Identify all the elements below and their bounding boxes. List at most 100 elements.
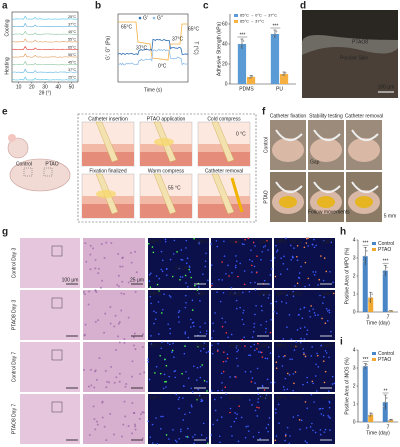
he-image <box>20 342 80 392</box>
cell <box>329 270 331 273</box>
positive-cell <box>258 407 260 409</box>
nucleus <box>123 293 126 296</box>
cell <box>184 332 187 335</box>
site <box>23 167 33 177</box>
positive-cell <box>186 436 189 438</box>
positive-cell <box>263 389 266 391</box>
cell <box>280 300 283 303</box>
cell <box>285 237 287 240</box>
cell <box>313 312 316 314</box>
bar <box>246 77 256 84</box>
positive-cell <box>191 309 194 311</box>
cell <box>260 305 263 307</box>
cell <box>221 317 224 320</box>
cell <box>328 416 331 418</box>
positive-cell <box>303 353 305 356</box>
positive-cell <box>294 345 297 348</box>
cell <box>242 309 245 312</box>
cell <box>244 370 247 373</box>
positive-cell <box>184 274 187 277</box>
cell <box>268 346 270 348</box>
positive-cell <box>298 419 301 421</box>
legend-label: 65°C → 0°C → 37°C <box>240 13 277 18</box>
stain-label: MPO <box>150 239 162 245</box>
cell <box>254 382 256 384</box>
cell <box>312 271 314 273</box>
photo-label: PTAO8 <box>352 39 368 45</box>
nucleus <box>123 338 126 341</box>
cell <box>315 244 317 247</box>
cell <box>178 267 181 270</box>
cell <box>197 286 200 288</box>
stain-label: DAPI <box>321 395 333 401</box>
cell <box>299 308 302 310</box>
nucleus <box>124 415 127 418</box>
cell <box>160 268 163 271</box>
positive-cell <box>159 354 161 357</box>
cell <box>194 433 196 436</box>
cell <box>210 434 213 436</box>
fluor-image <box>211 238 272 288</box>
temperature-line <box>118 21 188 61</box>
cell <box>151 442 154 444</box>
cell <box>227 336 229 339</box>
nucleus <box>100 243 103 246</box>
stain-label: DAPI <box>258 291 270 297</box>
inset <box>51 245 63 257</box>
nucleus <box>122 423 125 426</box>
cell <box>320 344 323 346</box>
dot <box>239 46 242 48</box>
cell <box>257 351 260 353</box>
positive-cell <box>197 345 199 348</box>
positive-cell <box>261 356 264 358</box>
skin-layer <box>140 152 192 166</box>
step-label: Fixation finalized <box>89 168 126 174</box>
cell <box>191 391 194 393</box>
cell <box>185 239 188 242</box>
legend-swatch <box>234 20 238 23</box>
stain-label: iNOS <box>290 291 303 297</box>
skin-layer <box>82 204 134 218</box>
cell <box>248 258 251 261</box>
nucleus <box>123 341 126 344</box>
nucleus <box>129 251 132 254</box>
cell <box>185 262 188 265</box>
cell <box>153 310 155 313</box>
cell <box>251 260 254 263</box>
cell <box>242 323 245 326</box>
xrd-curve <box>11 22 78 28</box>
cell <box>300 337 302 340</box>
nucleus <box>142 411 145 414</box>
cell <box>310 393 313 396</box>
cell <box>328 356 330 359</box>
nucleus <box>133 332 136 335</box>
cell <box>215 240 218 242</box>
cell <box>196 366 199 369</box>
stain-label: DAPI <box>321 291 333 297</box>
dot <box>241 43 243 45</box>
nucleus <box>118 380 121 383</box>
positive-cell <box>275 367 278 369</box>
cell <box>222 291 225 294</box>
cell <box>160 250 163 253</box>
bar <box>382 270 388 312</box>
y-axis-label: G', G'' (Pa) <box>105 36 111 61</box>
cell <box>205 252 207 255</box>
nucleus <box>89 244 92 247</box>
xrd-curve <box>11 30 79 35</box>
cell <box>317 366 320 368</box>
cell <box>296 259 299 262</box>
x-tick-label: 20 <box>29 84 35 90</box>
cell <box>172 429 174 431</box>
temp-label: 0°C <box>158 63 167 69</box>
cell <box>281 365 284 367</box>
cell <box>240 416 243 419</box>
cell <box>258 431 260 434</box>
nucleus <box>115 376 118 379</box>
cell <box>313 238 315 241</box>
x-tick-label: PDMS <box>239 86 254 92</box>
nucleus <box>94 428 97 431</box>
dot <box>388 419 390 422</box>
cell <box>163 373 166 376</box>
cell <box>165 274 168 277</box>
